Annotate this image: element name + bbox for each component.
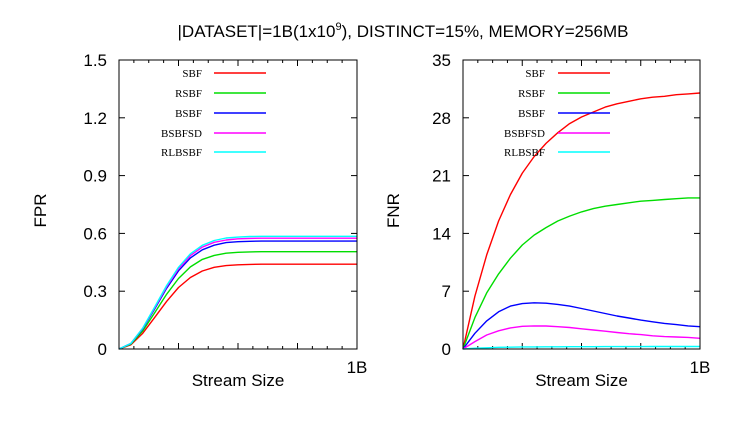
legend-label-rsbf: RSBF: [518, 88, 545, 100]
x-tick-label: 1B: [690, 358, 711, 377]
legend-label-sbf: SBF: [525, 68, 545, 80]
legend-label-bsbf: BSBF: [518, 108, 545, 120]
y-tick-label: 1.5: [83, 51, 107, 70]
title-superscript: 9: [335, 21, 341, 33]
y-tick-label: 1.2: [83, 109, 107, 128]
chart-panel-fpr: 0 0.3 0.6 0.9 1.2 1.5 SBF RSBF BSBF BSBFSD RLBSBF S…: [31, 51, 367, 390]
series-line-bsbf: [118, 240, 357, 350]
plot-frame: [118, 59, 358, 350]
legend-label-bsbfsd: BSBFSD: [161, 128, 202, 140]
series-line-sbf: [462, 92, 701, 350]
series-line-sbf: [118, 263, 357, 350]
y-tick-label: 7: [442, 282, 451, 301]
y-axis-label: FPR: [31, 194, 50, 228]
legend-label-rlbsbf: RLBSBF: [504, 147, 545, 159]
x-axis-label: Stream Size: [535, 371, 628, 390]
x-tick-label: 1B: [347, 358, 368, 377]
series-line-bsbfsd: [118, 237, 357, 350]
figure-title: |DATASET|=1B(1x109), DISTINCT=15%, MEMOR…: [178, 21, 629, 41]
y-tick-label: 0: [442, 340, 451, 359]
legend-label-rsbf: RSBF: [175, 88, 202, 100]
title-rest: ), DISTINCT=15%, MEMORY=256MB: [342, 22, 629, 41]
legend-label-sbf: SBF: [182, 68, 202, 80]
y-tick-label: 14: [432, 224, 451, 243]
series-line-rsbf: [118, 250, 357, 350]
legend-label-rlbsbf: RLBSBF: [161, 147, 202, 159]
legend-label-bsbf: BSBF: [175, 108, 202, 120]
title-main: |DATASET|=1B(1x10: [178, 22, 336, 41]
y-tick-label: 21: [432, 167, 451, 186]
y-tick-label: 35: [432, 51, 451, 70]
y-tick-label: 0.9: [83, 167, 107, 186]
y-axis-label: FNR: [384, 193, 403, 228]
series-line-rlbsbf: [118, 235, 357, 350]
chart-panel-fnr: 0 7 14 21 28 35 SBF RSBF BSBF BSBFSD RLBSBF Stream …: [384, 51, 710, 390]
y-tick-label: 28: [432, 109, 451, 128]
legend-label-bsbfsd: BSBFSD: [504, 128, 545, 140]
y-tick-label: 0: [98, 340, 107, 359]
plot-frame: [462, 59, 701, 350]
series-line-rsbf: [462, 197, 700, 350]
series-line-bsbfsd: [462, 325, 701, 350]
series-line-bsbf: [462, 302, 701, 350]
y-tick-label: 0.3: [83, 282, 107, 301]
series-line-rlbsbf: [462, 345, 700, 350]
y-tick-label: 0.6: [83, 224, 107, 243]
x-axis-label: Stream Size: [192, 371, 285, 390]
